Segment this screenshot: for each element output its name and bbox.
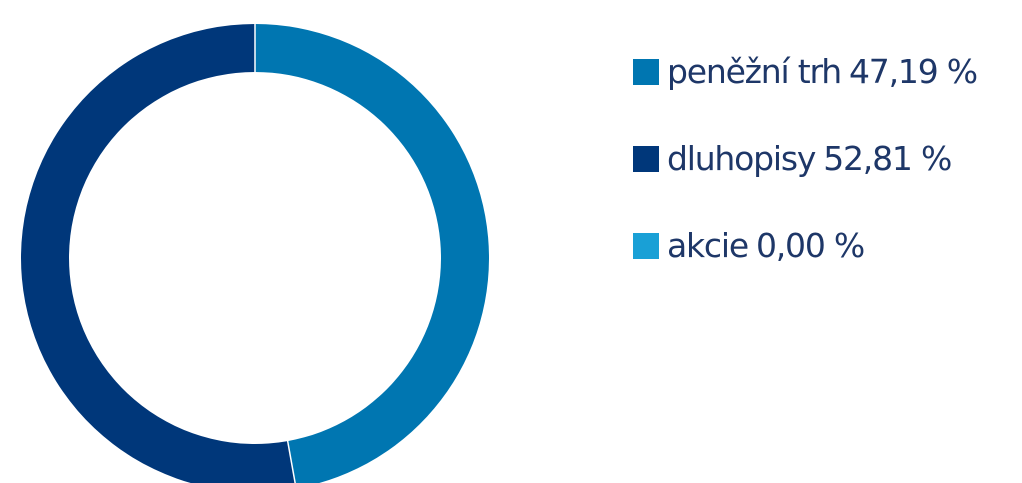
- legend-swatch-penezni-trh: [633, 59, 659, 85]
- legend-value-dluhopisy: 52,81 %: [823, 139, 952, 178]
- donut-chart-svg: [21, 23, 489, 483]
- legend-label-penezni-trh: peněžní trh: [667, 52, 842, 91]
- chart-legend: peněžní trh 47,19 % dluhopisy 52,81 % akci…: [633, 48, 978, 309]
- legend-item-akcie: akcie 0,00 %: [633, 222, 977, 270]
- legend-label-dluhopisy: dluhopisy: [667, 139, 816, 178]
- legend-item-penezni-trh: peněžní trh 47,19 %: [633, 48, 978, 96]
- legend-value-akcie: 0,00 %: [755, 226, 865, 265]
- donut-slice-pen-n-trh: [255, 24, 489, 483]
- legend-swatch-akcie: [633, 233, 659, 259]
- legend-swatch-dluhopisy: [633, 146, 659, 172]
- donut-slice-dluhopisy: [21, 24, 296, 483]
- donut-chart: [21, 23, 489, 483]
- legend-value-penezni-trh: 47,19 %: [849, 52, 978, 91]
- legend-item-dluhopisy: dluhopisy 52,81 %: [633, 135, 977, 183]
- donut-slice-separator: [286, 439, 296, 483]
- legend-label-akcie: akcie: [667, 226, 749, 265]
